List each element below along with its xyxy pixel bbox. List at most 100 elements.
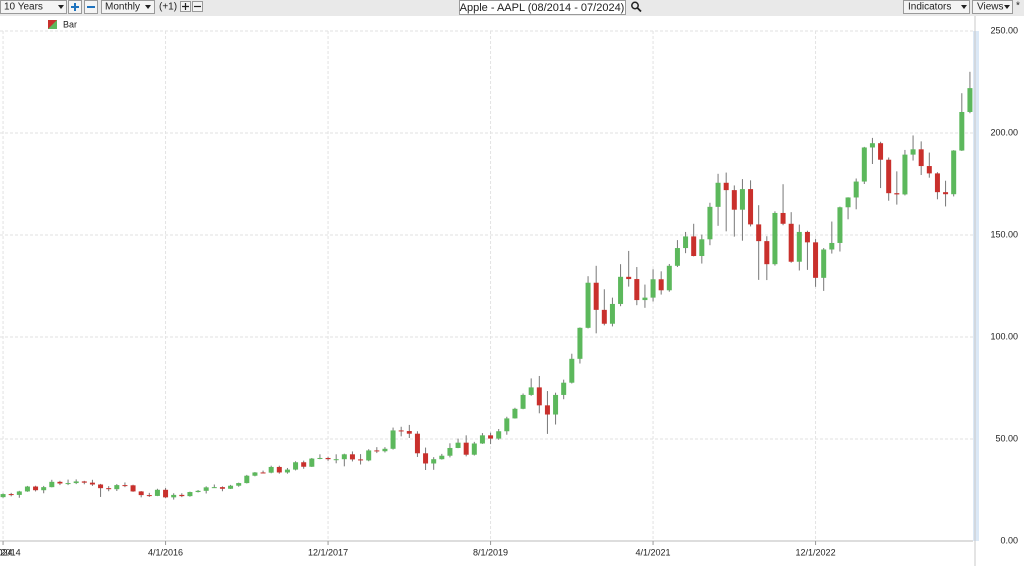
candle-body	[512, 408, 518, 419]
candle-body	[24, 486, 30, 492]
candle-body	[829, 242, 835, 250]
x-tick-label: 12/1/2022	[796, 547, 836, 557]
candle-body	[934, 173, 940, 193]
candle-body	[764, 241, 770, 265]
candle-body	[626, 276, 632, 280]
indicators-dropdown[interactable]	[903, 0, 970, 14]
candle-body	[951, 150, 957, 195]
y-tick-label: 200.00	[990, 127, 1018, 137]
candle-body	[309, 458, 315, 467]
candle-body	[813, 242, 819, 278]
search-handle	[636, 7, 642, 13]
x-tick-label: 8/1/2014	[0, 547, 21, 557]
candle-body	[33, 486, 39, 491]
candle-body	[187, 492, 193, 497]
candle-body	[780, 212, 786, 224]
candle-body	[284, 469, 290, 473]
candle-body	[585, 282, 591, 328]
symbol-box[interactable]	[459, 0, 626, 15]
y-tick-label: 250.00	[990, 25, 1018, 35]
candle-body	[748, 189, 754, 225]
candle-body	[837, 207, 843, 243]
search-icon[interactable]	[631, 1, 639, 10]
candle-body	[772, 212, 778, 265]
candle-body	[674, 248, 680, 266]
dropdown-arrow	[961, 5, 967, 9]
candle-body	[219, 487, 225, 489]
candle-body	[609, 303, 615, 324]
views-label: Views	[977, 2, 1004, 13]
candle-body	[293, 462, 299, 470]
views-dropdown[interactable]	[972, 0, 1013, 14]
candle-body	[260, 472, 266, 474]
candle-body	[553, 394, 559, 415]
range-dropdown[interactable]	[0, 0, 67, 14]
candle-body	[252, 472, 258, 476]
candle-body	[374, 450, 380, 452]
candle-body	[528, 387, 534, 395]
candle-body	[878, 143, 884, 160]
candle-body	[228, 485, 234, 489]
candle-body	[821, 249, 827, 278]
candle-body	[455, 442, 461, 448]
interval-dropdown[interactable]	[101, 0, 155, 14]
candle-body	[406, 431, 412, 434]
candle-body	[179, 494, 185, 497]
candle-body	[577, 327, 583, 359]
candle-body	[49, 481, 55, 488]
candle-body	[967, 88, 973, 112]
candle-body	[536, 387, 542, 406]
plus-icon	[182, 3, 189, 10]
y-tick-label: 0.00	[1000, 535, 1018, 545]
candle-body	[390, 430, 396, 449]
candle-body	[447, 447, 453, 456]
candle-body	[382, 448, 388, 452]
candle-body	[73, 481, 79, 484]
candle-body	[902, 154, 908, 195]
candle-body	[650, 279, 656, 298]
candle-body	[642, 297, 648, 301]
candle-body	[471, 443, 477, 455]
candle-body	[593, 282, 599, 310]
candle-body	[601, 309, 607, 324]
candle-body	[926, 166, 932, 174]
candle-body	[130, 485, 136, 492]
candle-body	[699, 239, 705, 257]
candle-body	[195, 490, 201, 493]
candle-body	[138, 491, 144, 496]
y-tick-label: 50.00	[995, 433, 1018, 443]
candle-body	[496, 431, 502, 439]
candle-body	[894, 193, 900, 195]
candle-body	[723, 182, 729, 191]
candle-body	[366, 450, 372, 461]
x-tick-label: 12/1/2017	[308, 547, 348, 557]
candle-body	[910, 149, 916, 155]
candle-body	[959, 111, 965, 151]
dropdown-arrow	[1004, 5, 1010, 9]
candle-body	[358, 459, 364, 461]
range-label: 10 Years	[4, 2, 43, 13]
candle-body	[715, 182, 721, 207]
candle-body	[869, 143, 875, 148]
interval-label: Monthly	[105, 2, 140, 13]
candle-body	[488, 435, 494, 439]
legend-icon-up	[48, 20, 57, 29]
candle-body	[569, 358, 575, 383]
candle-body	[146, 495, 152, 497]
candle-body	[65, 483, 71, 485]
offset-label: (+1)	[159, 2, 177, 13]
indicators-label: Indicators	[908, 2, 951, 13]
candle-body	[276, 466, 282, 473]
x-tick-label: 8/1/2024	[0, 547, 12, 557]
candle-body	[683, 236, 689, 249]
candle-body	[618, 276, 624, 304]
candle-body	[561, 382, 567, 395]
x-tick-label: 4/1/2021	[636, 547, 671, 557]
candle-body	[163, 489, 169, 498]
candle-body	[236, 483, 242, 486]
candle-body	[211, 487, 217, 489]
candle-body	[106, 488, 112, 490]
candle-body	[171, 494, 177, 498]
candle-body	[691, 236, 697, 257]
